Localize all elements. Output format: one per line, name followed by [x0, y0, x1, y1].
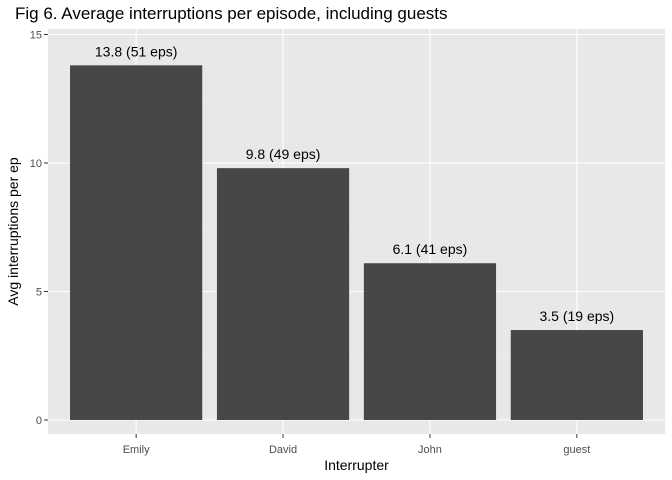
data-label: 6.1 (41 eps): [393, 241, 468, 257]
data-labels: 13.8 (51 eps) 9.8 (49 eps) 6.1 (41 eps) 3.5…: [95, 43, 614, 324]
data-label: 3.5 (19 eps): [539, 308, 614, 324]
x-tick-label: Emily: [123, 444, 150, 456]
x-axis-title: Interrupter: [324, 457, 389, 473]
bars: [70, 65, 643, 420]
axes: 0 5 10 15 Emily David John guest: [30, 30, 591, 457]
y-tick-label: 10: [30, 158, 42, 170]
data-label: 13.8 (51 eps): [95, 43, 178, 59]
bar-guest: [510, 330, 643, 420]
data-label: 9.8 (49 eps): [246, 146, 321, 162]
x-tick-label: guest: [563, 444, 590, 456]
bar-emily: [70, 65, 203, 420]
y-tick-label: 5: [36, 287, 42, 299]
x-tick-label: John: [418, 444, 442, 456]
y-tick-label: 15: [30, 30, 42, 42]
x-tick-label: David: [269, 444, 297, 456]
y-axis-title: Avg interruptions per ep: [5, 157, 21, 306]
bar-john: [363, 263, 497, 420]
chart-title: Fig 6. Average interruptions per episode…: [15, 4, 448, 23]
bar-david: [216, 168, 350, 420]
y-tick-label: 0: [36, 415, 42, 427]
